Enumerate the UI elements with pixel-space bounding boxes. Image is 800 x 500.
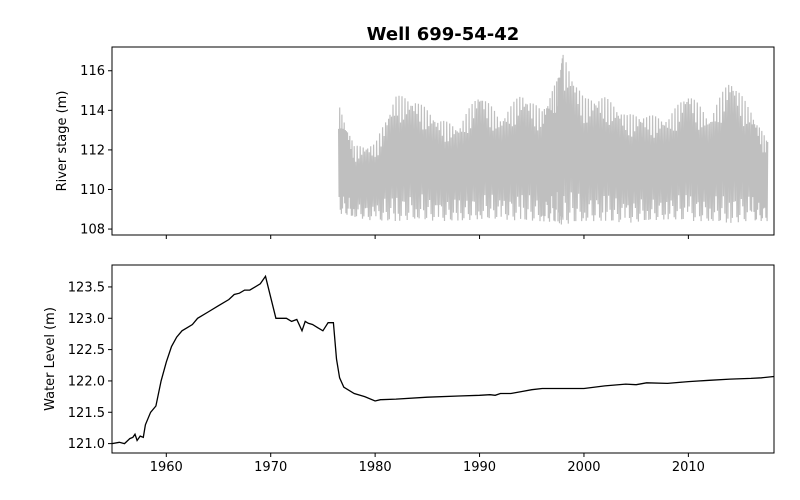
water-level-y-tick-label: 121.5 [68, 406, 105, 421]
river-stage-series-line [338, 54, 769, 225]
water-level-y-axis-label: Water Level (m) [43, 307, 58, 411]
river-stage-y-axis-label: River stage (m) [55, 91, 70, 192]
river-stage-y-tick-label: 112 [80, 143, 105, 158]
river-stage-y-tick-label: 116 [80, 64, 105, 79]
water-level-y-tick-label: 121.0 [68, 437, 105, 452]
water-level-y-ticks: 121.0 121.5 122.0 122.5 123.0 123.5 [68, 280, 112, 452]
river-stage-plot-area [338, 54, 769, 225]
river-stage-x-ticks [165, 235, 689, 239]
river-stage-axes-frame [111, 46, 775, 236]
water-level-y-tick-label: 123.5 [68, 280, 105, 295]
river-stage-y-tick-label: 110 [80, 183, 105, 198]
water-level-x-ticks: 1960 1970 1980 1990 2000 2010 [150, 453, 705, 475]
x-tick-label: 1980 [359, 460, 392, 475]
water-level-series-line [111, 274, 775, 445]
x-tick-label: 1990 [463, 460, 496, 475]
water-level-panel: Water Level (m) 121.0 121.5 122.0 122.5 123.… [43, 264, 775, 475]
x-tick-label: 1960 [150, 460, 183, 475]
x-tick-label: 2000 [567, 460, 600, 475]
water-level-plot-area [111, 274, 775, 445]
water-level-axes-frame [111, 264, 775, 454]
water-level-y-tick-label: 123.0 [68, 312, 105, 327]
x-tick-label: 1970 [254, 460, 287, 475]
river-stage-y-ticks: 108 110 112 114 116 [80, 64, 112, 238]
x-tick-label: 2010 [672, 460, 705, 475]
water-level-y-tick-label: 122.0 [68, 374, 105, 389]
river-stage-panel: River stage (m) 108 110 112 114 116 [55, 46, 775, 239]
water-level-y-tick-label: 122.5 [68, 343, 105, 358]
chart-title: Well 699-54-42 [367, 24, 520, 45]
river-stage-y-tick-label: 108 [80, 223, 105, 238]
river-stage-y-tick-label: 114 [80, 104, 105, 119]
